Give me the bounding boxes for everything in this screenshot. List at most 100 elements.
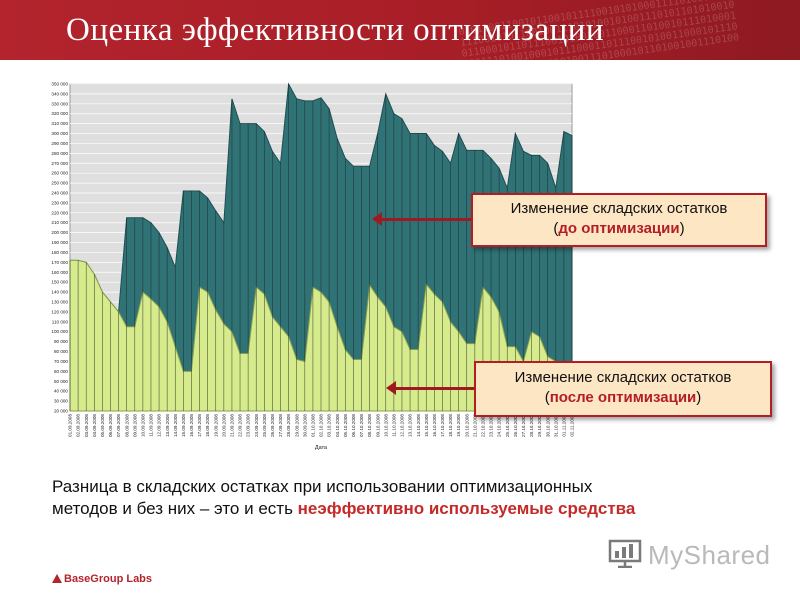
y-tick-label: 220 000	[51, 210, 68, 215]
x-tick-label: 05.10.2008	[343, 414, 348, 437]
x-tick-label: 17.10.2008	[440, 414, 445, 437]
x-tick-label: 09.10.2008	[375, 414, 380, 437]
x-tick-label: 28.09.2008	[286, 414, 291, 437]
y-tick-label: 300 000	[51, 131, 68, 136]
x-tick-label: 02.11.2008	[570, 414, 575, 437]
chart-svg: 20 000 30 000 40 000 50 000 60 000 70 000 80 0…	[51, 82, 575, 452]
x-tick-label: 19.09.2008	[213, 414, 218, 437]
x-tick-label: 16.09.2008	[189, 414, 194, 437]
x-tick-label: 04.09.2008	[92, 414, 97, 437]
y-tick-label: 120 000	[51, 309, 68, 314]
callout-before: Изменение складских остатков (до оптимиз…	[471, 193, 767, 247]
x-tick-label: 01.11.2008	[562, 414, 567, 437]
x-tick-label: 27.10.2008	[521, 414, 526, 437]
x-tick-label: 24.09.2008	[254, 414, 259, 437]
y-tick-label: 50 000	[54, 379, 68, 384]
x-tick-label: 21.10.2008	[472, 414, 477, 437]
x-tick-label: 29.09.2008	[294, 414, 299, 437]
callout-after-highlight: после оптимизации	[549, 389, 697, 406]
arrow-after	[386, 381, 476, 395]
callout-before-close: )	[679, 220, 685, 237]
callout-before-open: (	[553, 220, 559, 237]
x-tick-label: 21.09.2008	[230, 414, 235, 437]
x-tick-label: 23.09.2008	[246, 414, 251, 437]
y-tick-label: 170 000	[51, 260, 68, 265]
x-tick-label: 14.09.2008	[173, 414, 178, 437]
brand-text: BaseGroup Labs	[64, 573, 153, 585]
x-tick-label: 26.10.2008	[513, 414, 518, 437]
y-tick-label: 100 000	[51, 329, 68, 334]
y-tick-label: 140 000	[51, 290, 68, 295]
y-tick-label: 330 000	[51, 101, 68, 106]
x-tick-label: 15.10.2008	[424, 414, 429, 437]
callout-after-open: (	[544, 389, 550, 406]
x-tick-label: 20.10.2008	[464, 414, 469, 437]
callout-before-line2: (до оптимизации)	[473, 219, 765, 239]
caption-line2-text: методов и без них – это и есть	[52, 499, 298, 518]
x-tick-label: 08.09.2008	[124, 414, 129, 437]
x-tick-label: 05.09.2008	[100, 414, 105, 437]
page-title: Оценка эффективности оптимизации	[66, 12, 605, 48]
callout-before-highlight: до оптимизации	[558, 220, 680, 237]
y-tick-label: 320 000	[51, 111, 68, 116]
x-tick-label: 01.10.2008	[311, 414, 316, 437]
x-tick-label: 07.10.2008	[359, 414, 364, 437]
y-tick-label: 150 000	[51, 280, 68, 285]
y-tick-label: 70 000	[54, 359, 68, 364]
x-tick-label: 10.09.2008	[140, 414, 145, 437]
y-tick-label: 210 000	[51, 220, 68, 225]
y-tick-label: 290 000	[51, 141, 68, 146]
x-tick-label: 22.10.2008	[481, 414, 486, 437]
x-axis-label: Дата	[315, 445, 328, 451]
callout-before-line1: Изменение складских остатков	[510, 200, 728, 217]
x-tick-label: 23.10.2008	[489, 414, 494, 437]
arrow-before	[372, 212, 472, 226]
x-tick-label: 25.10.2008	[505, 414, 510, 437]
y-tick-label: 80 000	[54, 349, 68, 354]
caption: Разница в складских остатках при использ…	[52, 476, 772, 520]
x-tick-label: 14.10.2008	[416, 414, 421, 437]
x-tick-label: 22.09.2008	[238, 414, 243, 437]
y-tick-label: 160 000	[51, 270, 68, 275]
y-tick-label: 130 000	[51, 300, 68, 305]
y-tick-label: 340 000	[51, 91, 68, 96]
y-tick-label: 270 000	[51, 161, 68, 166]
x-tick-label: 25.09.2008	[262, 414, 267, 437]
caption-line1: Разница в складских остатках при использ…	[52, 477, 593, 496]
x-tick-label: 03.09.2008	[84, 414, 89, 437]
x-tick-label: 18.10.2008	[448, 414, 453, 437]
x-tick-label: 02.10.2008	[319, 414, 324, 437]
x-tick-label: 27.09.2008	[278, 414, 283, 437]
y-tick-label: 200 000	[51, 230, 68, 235]
y-tick-label: 310 000	[51, 121, 68, 126]
x-tick-label: 04.10.2008	[335, 414, 340, 437]
x-tick-label: 29.10.2008	[537, 414, 542, 437]
x-tick-label: 06.10.2008	[351, 414, 356, 437]
x-tick-label: 02.09.2008	[76, 414, 81, 437]
x-tick-label: 01.09.2008	[68, 414, 73, 437]
y-tick-label: 30 000	[54, 399, 68, 404]
callout-after-close: )	[696, 389, 702, 406]
callout-after: Изменение складских остатков (после опти…	[474, 361, 772, 417]
x-tick-label: 12.10.2008	[400, 414, 405, 437]
header-banner: 0101100110010110010111100101010001111010…	[0, 0, 800, 60]
x-tick-label: 10.10.2008	[383, 414, 388, 437]
basegroup-logo-icon	[52, 574, 62, 583]
y-tick-label: 230 000	[51, 200, 68, 205]
x-tick-label: 12.09.2008	[157, 414, 162, 437]
x-tick-label: 28.10.2008	[529, 414, 534, 437]
x-tick-label: 31.10.2008	[553, 414, 558, 437]
x-tick-label: 26.09.2008	[270, 414, 275, 437]
area-chart: 20 000 30 000 40 000 50 000 60 000 70 000 80 0…	[50, 80, 580, 455]
x-tick-label: 03.10.2008	[327, 414, 332, 437]
y-tick-label: 260 000	[51, 171, 68, 176]
y-tick-label: 190 000	[51, 240, 68, 245]
caption-highlight: неэффективно используемые средства	[297, 499, 636, 518]
x-tick-label: 20.09.2008	[221, 414, 226, 437]
x-tick-label: 08.10.2008	[367, 414, 372, 437]
x-tick-label: 06.09.2008	[108, 414, 113, 437]
y-tick-label: 110 000	[52, 319, 69, 324]
x-tick-label: 24.10.2008	[497, 414, 502, 437]
brand-basegroup: BaseGroup Labs	[52, 573, 152, 585]
y-tick-label: 20 000	[54, 409, 68, 414]
